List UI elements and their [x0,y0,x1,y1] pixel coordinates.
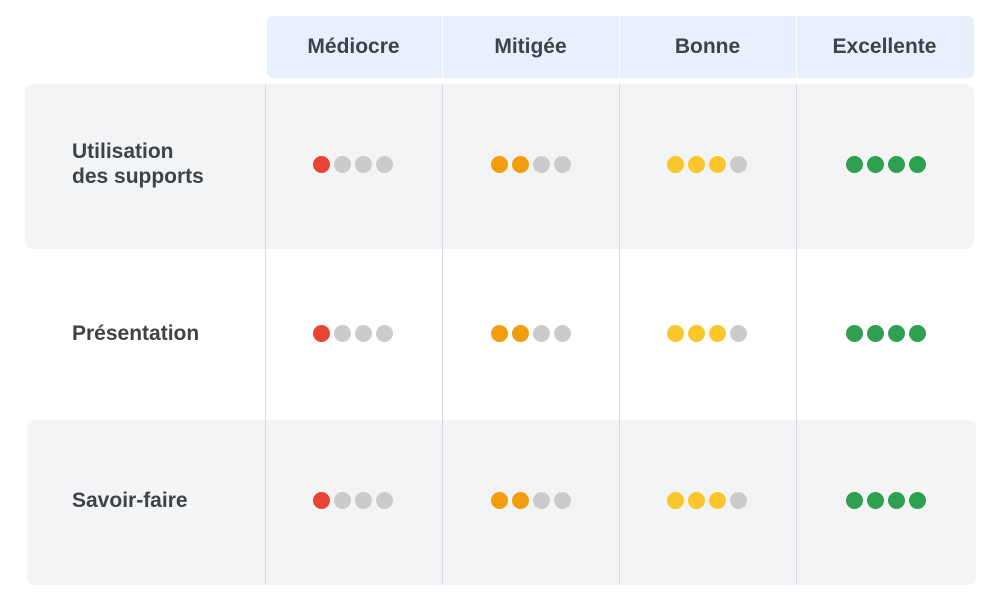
rating-dots [846,325,926,342]
column-divider-2 [442,84,443,584]
filled-dot [313,156,330,173]
header-separator-2 [619,16,620,78]
filled-dot [709,156,726,173]
filled-dot [909,492,926,509]
rating-dots [846,156,926,173]
column-divider-4 [796,84,797,584]
column-header-bonne: Bonne [674,35,741,58]
filled-dot [491,325,508,342]
filled-dot [867,492,884,509]
empty-dot [554,492,571,509]
empty-dot [533,492,550,509]
filled-dot [888,156,905,173]
filled-dot [867,156,884,173]
empty-dot [355,325,372,342]
filled-dot [512,325,529,342]
filled-dot [512,492,529,509]
filled-dot [313,492,330,509]
empty-dot [355,156,372,173]
column-divider-3 [619,84,620,584]
filled-dot [846,156,863,173]
filled-dot [667,492,684,509]
row-label-utilisation: Utilisation des supports [72,140,204,188]
filled-dot [888,325,905,342]
empty-dot [730,325,747,342]
empty-dot [355,492,372,509]
empty-dot [376,156,393,173]
filled-dot [909,325,926,342]
filled-dot [688,325,705,342]
rating-dots [313,156,393,173]
header-separator-3 [796,16,797,78]
filled-dot [709,325,726,342]
filled-dot [688,492,705,509]
rating-dots [313,492,393,509]
row-label-savoir-faire: Savoir-faire [72,489,188,512]
filled-dot [491,492,508,509]
rating-dots [491,156,571,173]
rating-dots [667,492,747,509]
empty-dot [730,492,747,509]
row-label-presentation: Présentation [72,322,200,345]
filled-dot [867,325,884,342]
filled-dot [846,492,863,509]
filled-dot [709,492,726,509]
filled-dot [313,325,330,342]
empty-dot [730,156,747,173]
empty-dot [533,156,550,173]
column-divider-1 [265,84,266,584]
empty-dot [533,325,550,342]
filled-dot [846,325,863,342]
filled-dot [491,156,508,173]
empty-dot [334,325,351,342]
empty-dot [334,492,351,509]
empty-dot [554,325,571,342]
empty-dot [334,156,351,173]
rating-dots [491,325,571,342]
filled-dot [909,156,926,173]
rating-dots [313,325,393,342]
rating-dots [491,492,571,509]
rating-dots [667,156,747,173]
empty-dot [554,156,571,173]
header-band [267,16,974,78]
filled-dot [667,325,684,342]
filled-dot [667,156,684,173]
filled-dot [888,492,905,509]
column-header-excellente: Excellente [832,35,937,58]
filled-dot [688,156,705,173]
header-separator-1 [442,16,443,78]
column-header-mitigee: Mitigée [494,35,567,58]
column-header-mediocre: Médiocre [307,35,400,58]
filled-dot [512,156,529,173]
rating-dots [667,325,747,342]
rating-dots [846,492,926,509]
empty-dot [376,325,393,342]
empty-dot [376,492,393,509]
